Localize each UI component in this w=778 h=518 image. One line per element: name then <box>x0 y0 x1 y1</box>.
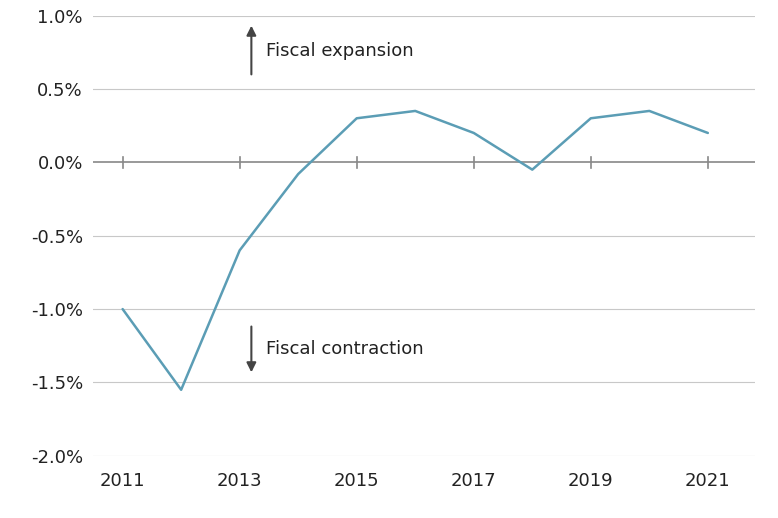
Text: Fiscal contraction: Fiscal contraction <box>266 340 424 358</box>
Text: Fiscal expansion: Fiscal expansion <box>266 42 414 60</box>
